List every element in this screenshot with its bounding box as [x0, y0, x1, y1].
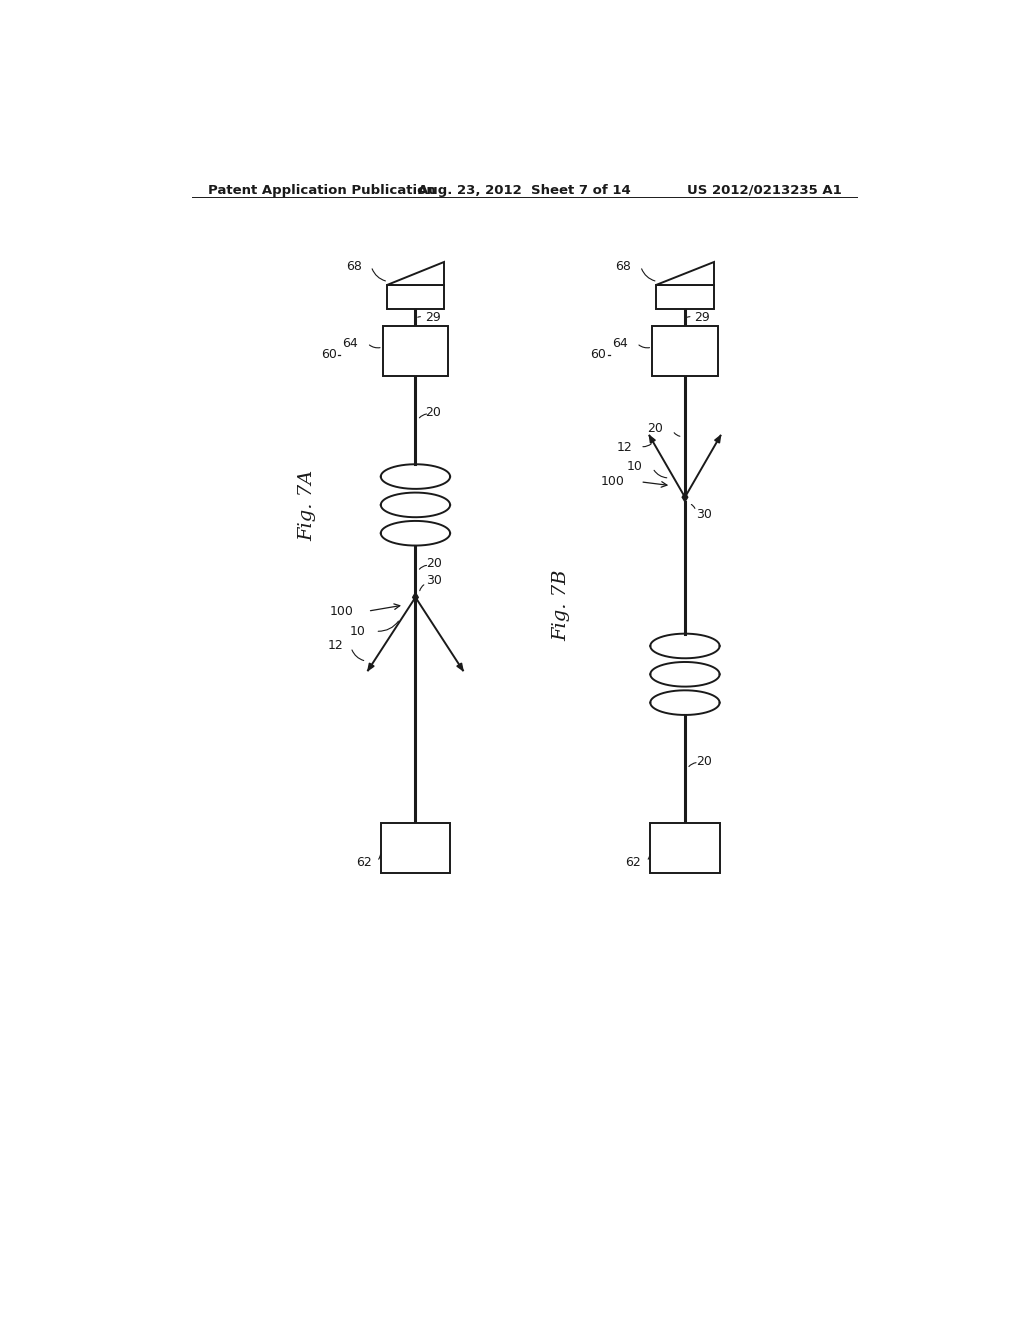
Text: 12: 12	[328, 639, 343, 652]
Text: 62: 62	[355, 857, 372, 870]
Bar	[656, 285, 714, 309]
Text: 60: 60	[590, 348, 606, 362]
Text: 10: 10	[349, 626, 366, 639]
Polygon shape	[656, 263, 714, 285]
Text: 20: 20	[695, 755, 712, 767]
Polygon shape	[368, 663, 374, 671]
Text: 29: 29	[694, 310, 710, 323]
Bar	[387, 285, 444, 309]
Polygon shape	[715, 436, 721, 444]
Text: 20: 20	[647, 422, 664, 436]
Text: 64: 64	[342, 337, 358, 350]
Polygon shape	[682, 492, 688, 502]
Text: 62: 62	[626, 857, 641, 870]
Text: 20: 20	[425, 405, 440, 418]
Bar	[652, 326, 718, 376]
Text: Fig. 7B: Fig. 7B	[553, 569, 570, 640]
Text: US 2012/0213235 A1: US 2012/0213235 A1	[687, 183, 842, 197]
Text: 60: 60	[321, 348, 337, 362]
Polygon shape	[387, 263, 444, 285]
Bar	[381, 822, 451, 873]
Polygon shape	[413, 593, 418, 602]
Text: 100: 100	[601, 475, 625, 488]
Text: Aug. 23, 2012  Sheet 7 of 14: Aug. 23, 2012 Sheet 7 of 14	[419, 183, 631, 197]
Text: 64: 64	[612, 337, 628, 350]
Text: 10: 10	[627, 459, 643, 473]
Text: 68: 68	[346, 260, 361, 273]
Text: 30: 30	[695, 508, 712, 520]
Bar	[383, 326, 449, 376]
Text: 30: 30	[426, 574, 442, 587]
Text: Fig. 7A: Fig. 7A	[299, 470, 316, 540]
Polygon shape	[649, 436, 655, 444]
Text: 29: 29	[425, 310, 440, 323]
Text: 100: 100	[330, 605, 354, 618]
Bar	[650, 822, 720, 873]
Text: 12: 12	[616, 441, 633, 454]
Text: 68: 68	[615, 260, 632, 273]
Text: Patent Application Publication: Patent Application Publication	[208, 183, 435, 197]
Text: 20: 20	[426, 557, 442, 570]
Polygon shape	[457, 663, 463, 671]
